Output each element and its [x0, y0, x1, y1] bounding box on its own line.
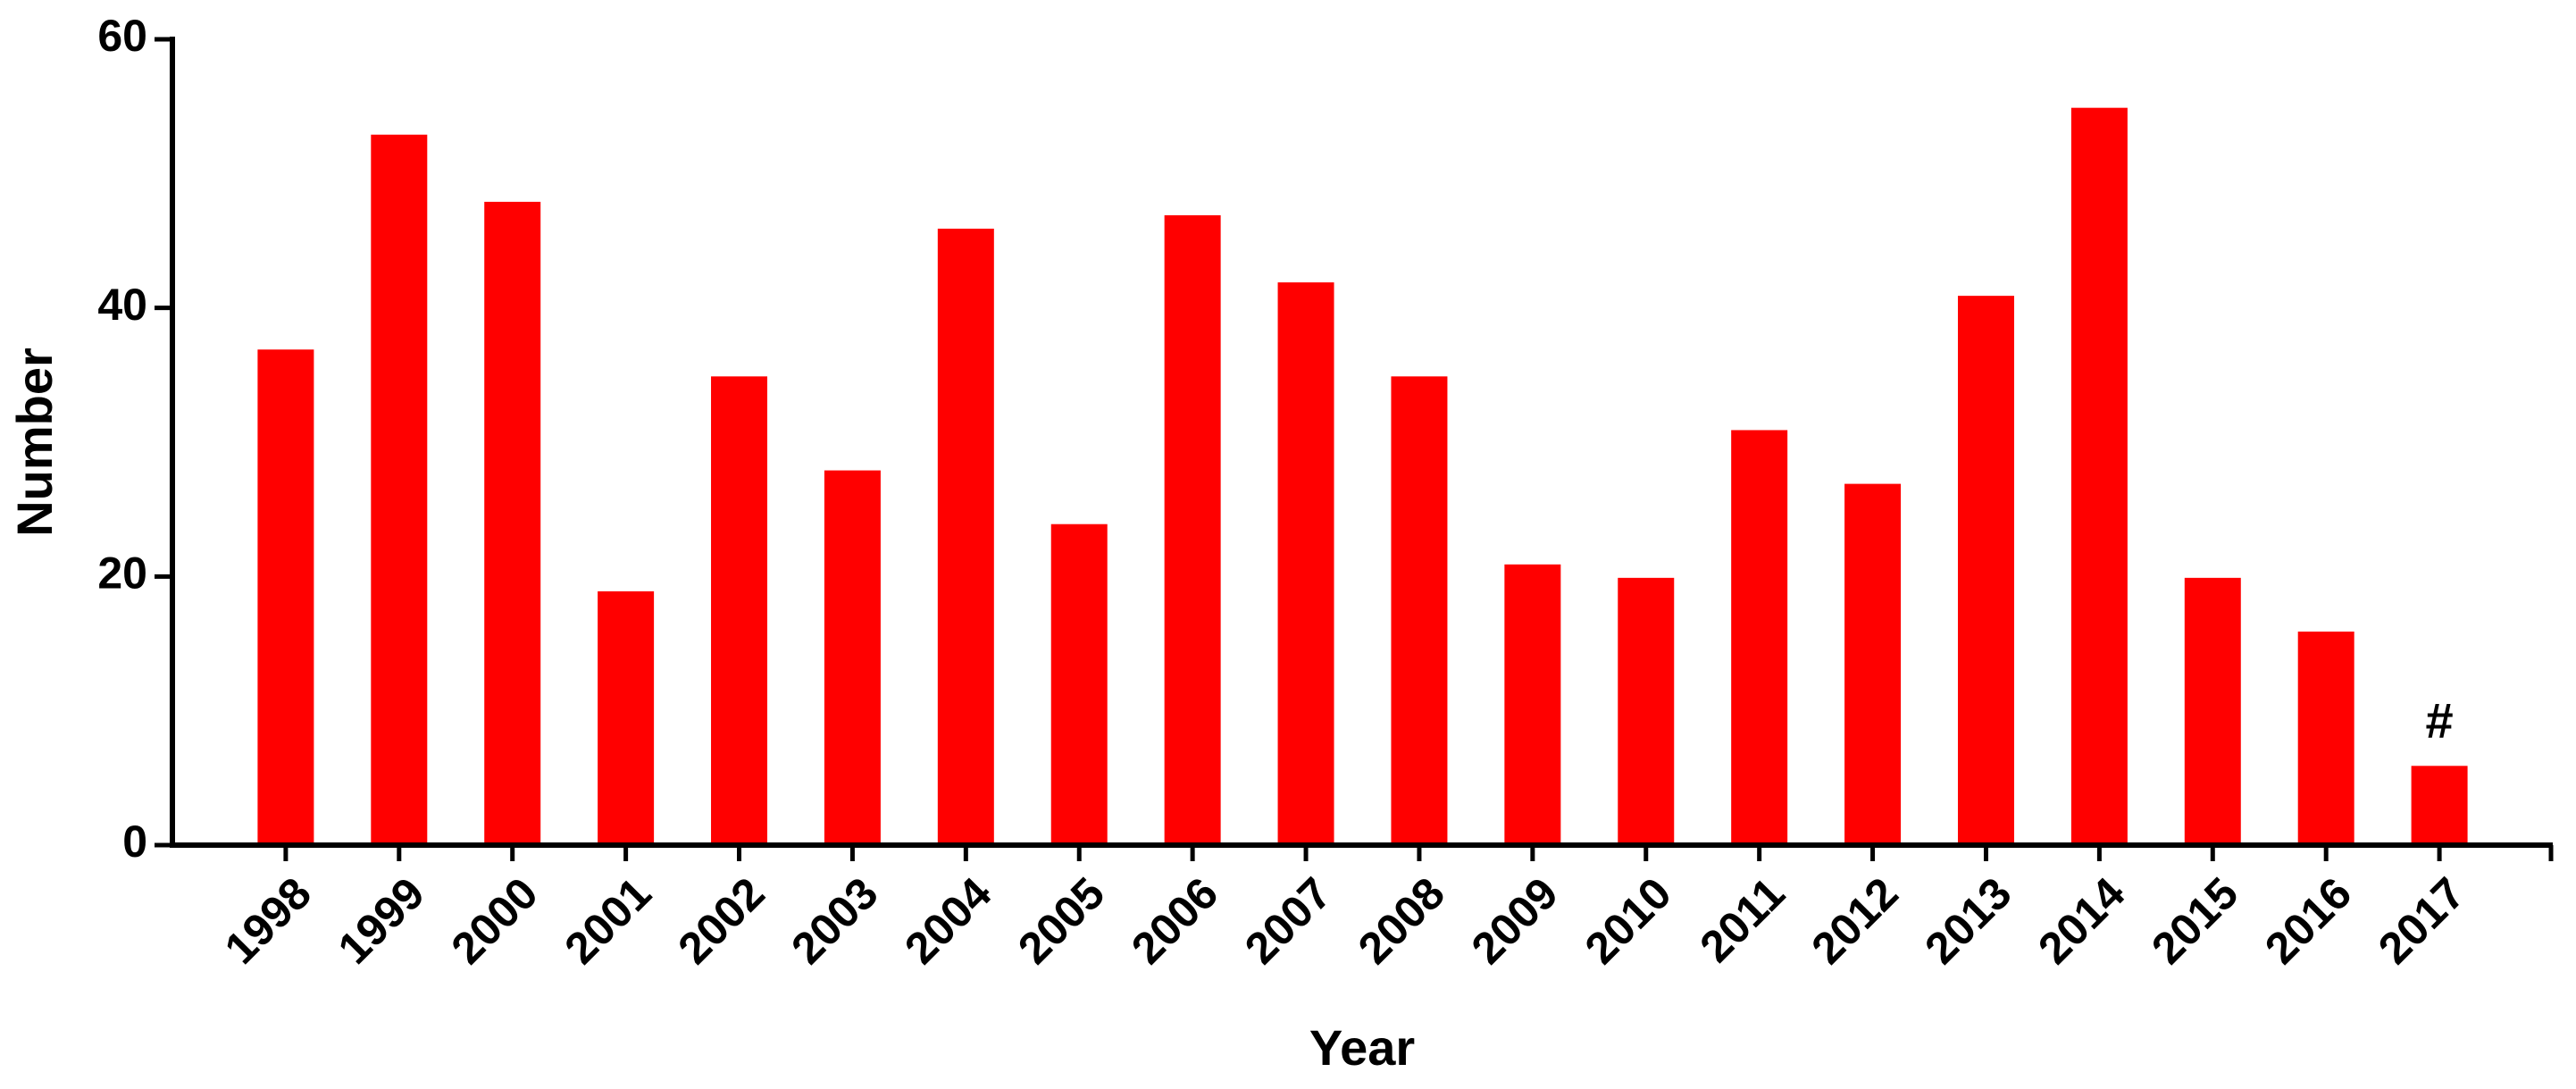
x-tick-label: 2001: [555, 868, 660, 974]
x-tick-label: 2012: [1802, 868, 1907, 974]
bar: [1954, 293, 2017, 847]
x-tick-label: 2007: [1235, 868, 1341, 974]
bar: [1161, 212, 1224, 847]
bar: [595, 588, 657, 847]
bar: [481, 198, 544, 847]
x-tick-label: 2017: [2369, 868, 2474, 974]
bar: [708, 373, 771, 847]
x-tick-label: 1999: [329, 868, 434, 974]
x-tick-label: 2014: [2028, 867, 2134, 973]
bar: [368, 131, 431, 847]
bar: [1842, 481, 1904, 847]
annotation: #: [2426, 692, 2454, 749]
bar: [2295, 628, 2357, 847]
x-tick-label: 2002: [668, 868, 774, 974]
y-tick-label: 60: [97, 11, 147, 61]
bar: [1388, 373, 1451, 847]
bar: [1501, 561, 1564, 847]
y-tick-label: 40: [97, 280, 147, 330]
bar: [1728, 427, 1791, 847]
bar: [934, 225, 997, 847]
bar: [1615, 574, 1677, 847]
x-tick-label: 2003: [782, 868, 887, 974]
x-tick-label: 2006: [1122, 868, 1227, 974]
bar: [1275, 280, 1337, 847]
y-axis-label: Number: [6, 348, 63, 537]
bar: [821, 467, 883, 847]
x-axis-label: Year: [1309, 1019, 1415, 1076]
x-tick-label: 2005: [1008, 868, 1114, 974]
x-tick-label: 2010: [1576, 868, 1681, 974]
x-tick-label: 1998: [215, 868, 321, 974]
x-tick-label: 2013: [1915, 868, 2020, 974]
x-tick-label: 2008: [1349, 868, 1454, 974]
y-tick-label: 20: [97, 549, 147, 599]
x-tick-label: 2016: [2255, 868, 2361, 974]
x-tick-label: 2009: [1462, 868, 1568, 974]
bar: [1048, 521, 1110, 847]
bar: [2068, 105, 2130, 847]
x-tick-label: 2015: [2142, 868, 2247, 974]
x-tick-label: 2004: [895, 867, 1000, 973]
x-tick-label: 2011: [1690, 868, 1794, 972]
bar: [2181, 574, 2244, 847]
y-tick-label: 0: [122, 817, 147, 867]
x-tick-label: 2000: [442, 868, 548, 974]
bar: [2408, 763, 2471, 847]
bar: [255, 347, 317, 847]
